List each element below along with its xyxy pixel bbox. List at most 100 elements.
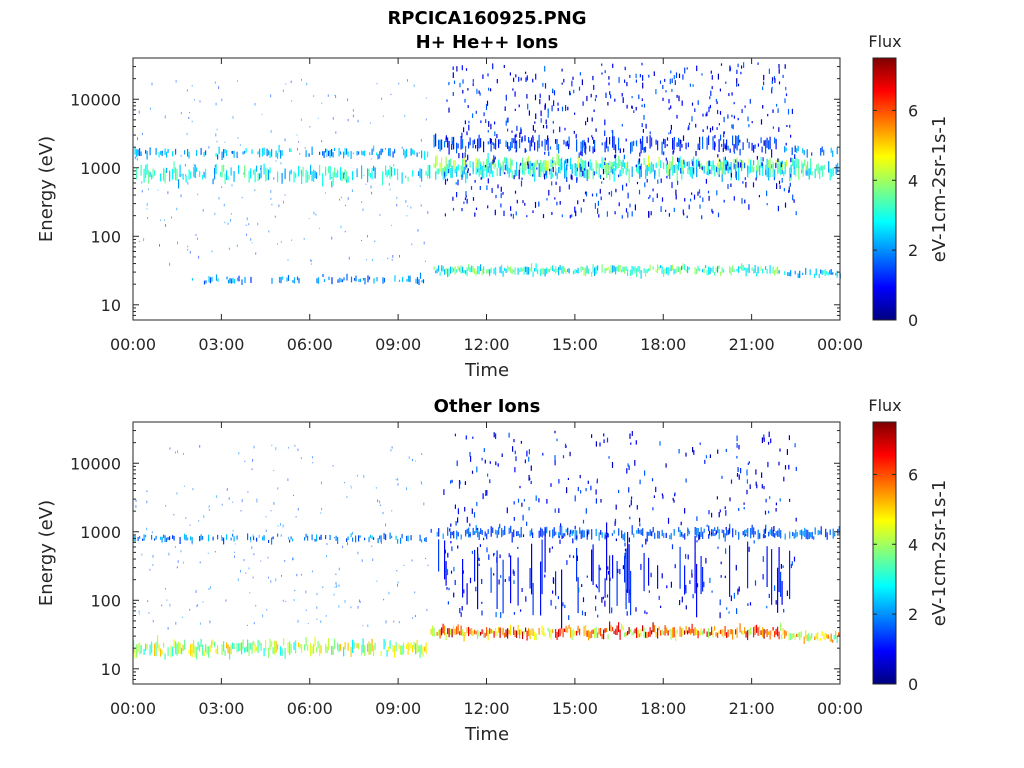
heatmap-cell [211, 276, 213, 282]
heatmap-cell [227, 279, 230, 284]
heatmap-cell [436, 154, 438, 167]
heatmap-cell [340, 151, 342, 155]
heatmap-speck [786, 125, 788, 127]
heatmap-speck [464, 152, 466, 158]
heatmap-speck [565, 159, 567, 164]
heatmap-cell [388, 646, 390, 652]
heatmap-cell [316, 172, 318, 179]
heatmap-cell [176, 169, 178, 181]
heatmap-speck [724, 143, 726, 149]
heatmap-cell [529, 629, 531, 640]
heatmap-speck [558, 479, 560, 484]
heatmap-speck [731, 114, 733, 118]
heatmap-cell [463, 156, 465, 166]
heatmap-cell [655, 632, 657, 638]
heatmap-cell [766, 629, 768, 638]
heatmap-speck [645, 123, 647, 129]
heatmap-cell [475, 270, 477, 276]
heatmap-speck [557, 102, 559, 106]
heatmap-cell [187, 148, 189, 157]
heatmap-cell [835, 164, 837, 175]
heatmap-cell [388, 148, 390, 156]
heatmap-speck [472, 79, 474, 83]
heatmap-cell [221, 165, 223, 178]
heatmap-speck [652, 188, 654, 192]
heatmap-speck [789, 182, 791, 187]
heatmap-cell [553, 160, 555, 165]
heatmap-cell [439, 139, 441, 152]
heatmap-cell [553, 269, 555, 273]
heatmap-speck [237, 578, 239, 581]
heatmap-speck [385, 620, 387, 624]
heatmap-speck [325, 615, 327, 617]
heatmap-speck [245, 224, 247, 226]
heatmap-speck [765, 498, 767, 503]
heatmap-cell [329, 534, 331, 540]
heatmap-speck [177, 450, 179, 454]
heatmap-speck [312, 570, 314, 573]
heatmap-speck [307, 622, 309, 624]
heatmap-speck [310, 263, 312, 265]
heatmap-speck [197, 193, 199, 196]
heatmap-speck [569, 533, 571, 538]
heatmap-speck [254, 103, 256, 106]
heatmap-speck [199, 622, 201, 625]
heatmap-speck [187, 248, 189, 251]
heatmap-speck [572, 76, 574, 80]
heatmap-speck [350, 606, 352, 609]
heatmap-cell [410, 642, 412, 649]
heatmap-cell [615, 628, 617, 635]
heatmap-cell [337, 537, 339, 544]
heatmap-speck [166, 599, 168, 601]
heatmap-cell [136, 168, 138, 180]
axis-ticks: 00:00 03:00 06:00 09:00 12:00 15:00 18:00 21:00… [70, 421, 863, 718]
heatmap-cell [525, 266, 527, 273]
heatmap-cell [169, 170, 171, 182]
heatmap-cell [371, 535, 373, 540]
heatmap-speck [374, 240, 376, 243]
heatmap-cell [471, 628, 473, 636]
heatmap-cell [791, 633, 793, 639]
heatmap-speck [574, 206, 576, 213]
heatmap-cell [338, 277, 341, 283]
heatmap-cell [149, 171, 151, 177]
heatmap-speck [452, 92, 454, 96]
heatmap-cell [340, 167, 342, 181]
heatmap-speck [684, 67, 686, 74]
heatmap-speck [551, 211, 553, 215]
heatmap-speck [778, 180, 781, 185]
heatmap-cell [661, 529, 663, 537]
heatmap-speck [598, 214, 600, 218]
heatmap-speck [584, 142, 586, 146]
heatmap-cell [697, 630, 699, 639]
heatmap-speck [733, 151, 736, 154]
heatmap-speck [496, 79, 498, 84]
heatmap-cell [675, 631, 677, 642]
heatmap-cell [350, 276, 353, 283]
heatmap-cell [140, 645, 142, 654]
heatmap-cell [478, 631, 480, 637]
heatmap-cell [146, 163, 148, 175]
heatmap-cell [325, 643, 327, 653]
heatmap-speck [270, 197, 272, 200]
heatmap-cell [385, 165, 387, 176]
heatmap-cell [643, 268, 645, 273]
heatmap-cell [821, 631, 823, 636]
heatmap-speck [169, 447, 171, 450]
heatmap-speck [390, 93, 392, 96]
heatmap-speck [164, 115, 166, 119]
heatmap-cell [534, 268, 536, 272]
heatmap-cell [248, 170, 250, 183]
heatmap-cell [389, 148, 391, 157]
heatmap-speck [379, 500, 381, 504]
heatmap-speck [292, 557, 293, 561]
x-tick-label: 12:00 [463, 699, 509, 718]
heatmap-speck [216, 495, 218, 498]
heatmap-speck [518, 174, 520, 180]
heatmap-speck [164, 219, 166, 221]
heatmap-speck [457, 179, 459, 186]
heatmap-speck [618, 174, 620, 178]
heatmap-cell [331, 646, 333, 655]
heatmap-cell [829, 529, 831, 535]
heatmap-speck [698, 142, 700, 149]
